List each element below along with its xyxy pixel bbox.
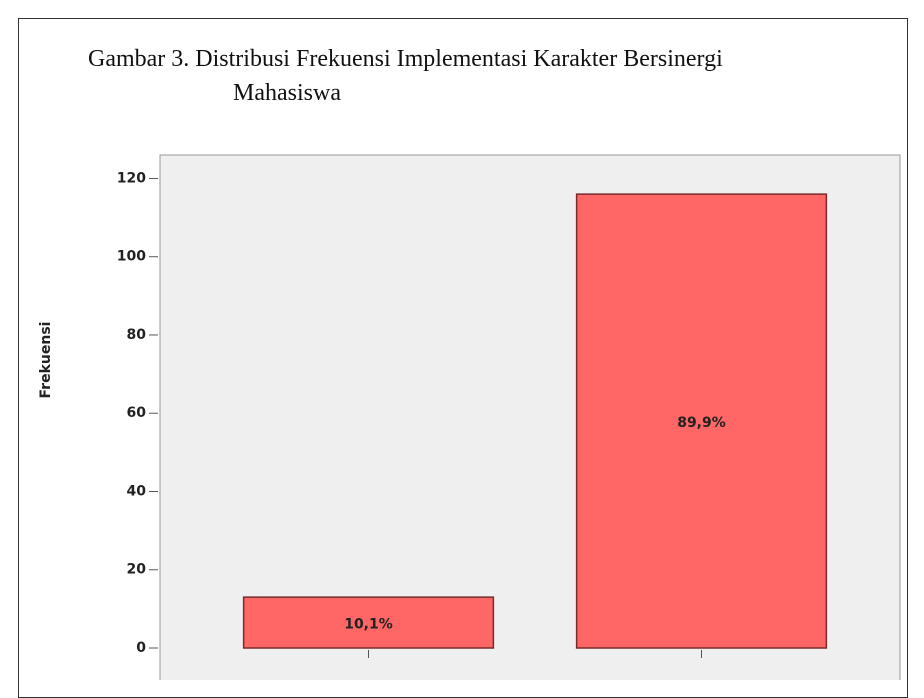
y-tick-label: 80 (127, 327, 147, 343)
chart: Frekuensi 0 20 40 60 80 100 120 10,1% 89,9% (38, 154, 901, 680)
y-axis-label: Frekuensi (38, 322, 54, 399)
value-label: 10,1% (344, 617, 393, 633)
bar (242, 596, 495, 649)
page: Gambar 3. Distribusi Frekuensi Implement… (18, 18, 908, 698)
value-label: 89,9% (677, 415, 726, 431)
y-tick-label: 60 (127, 405, 147, 421)
y-tick-label: 20 (127, 562, 147, 578)
bar (575, 193, 828, 649)
y-tick-label: 100 (117, 249, 146, 265)
y-tick-label: 0 (136, 640, 146, 656)
y-tick-label: 120 (117, 170, 146, 186)
y-tick-label: 40 (127, 483, 147, 499)
chart-title: Gambar 3. Distribusi Frekuensi Implement… (88, 46, 723, 106)
